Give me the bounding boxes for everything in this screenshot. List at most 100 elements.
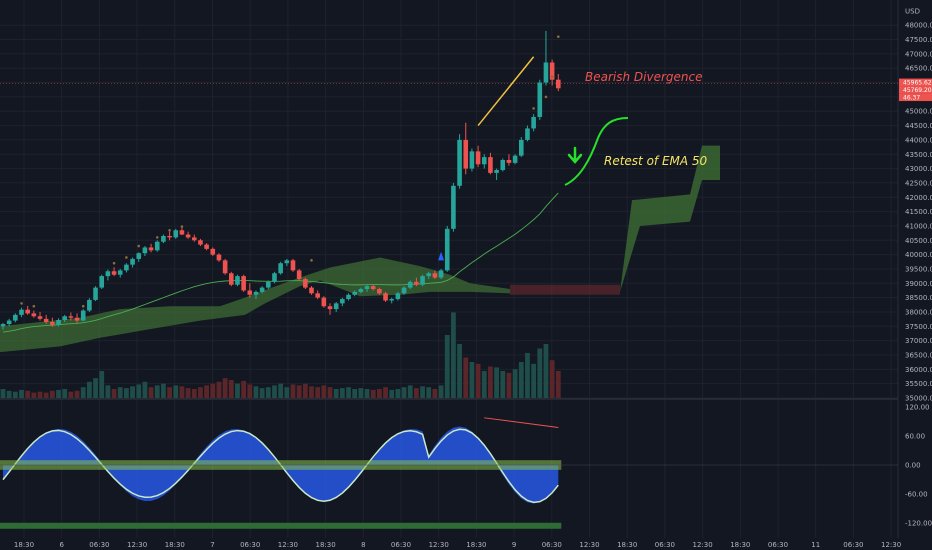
- volume-bar: [309, 386, 314, 398]
- volume-bar: [272, 385, 277, 398]
- volume-bar: [506, 372, 512, 398]
- volume-bar: [315, 387, 321, 398]
- candle-body: [444, 228, 450, 271]
- volume-bar: [333, 389, 339, 398]
- x-tick-label: 06:30: [542, 541, 562, 549]
- candle-body: [247, 290, 253, 295]
- candle-body: [383, 293, 388, 301]
- y-tick-label: 41500.00: [905, 208, 932, 216]
- candle-body: [488, 157, 493, 173]
- volume-bar: [401, 387, 407, 398]
- volume-bar: [25, 390, 31, 398]
- signal-dot: [544, 95, 548, 99]
- x-tick-label: 12:30: [429, 541, 449, 549]
- osc-y-tick-label: -120.00: [905, 519, 932, 527]
- candle-body: [50, 322, 55, 325]
- volume-bar: [432, 389, 438, 398]
- candle-body: [204, 244, 209, 249]
- candle-body: [333, 303, 339, 310]
- x-tick-label: 8: [361, 541, 365, 549]
- signal-dot: [32, 304, 36, 308]
- candle-body: [284, 260, 290, 264]
- volume-bar: [74, 390, 80, 398]
- y-tick-label: 38000.00: [905, 308, 932, 316]
- x-tick-label: 06:30: [391, 541, 411, 549]
- volume-bar: [142, 381, 148, 398]
- candle-body: [556, 79, 561, 89]
- candle-body: [414, 281, 419, 285]
- x-tick-label: 9: [512, 541, 516, 549]
- currency-label: USD: [905, 8, 920, 16]
- candle-body: [222, 260, 228, 274]
- volume-bar: [475, 363, 481, 398]
- volume-bar: [525, 353, 530, 398]
- volume-bar: [284, 387, 290, 398]
- candle-body: [253, 291, 259, 295]
- candle-body: [241, 276, 246, 291]
- volume-bar: [426, 387, 432, 398]
- volume-bar: [99, 371, 105, 398]
- volume-bar: [407, 385, 413, 398]
- volume-bar: [339, 388, 345, 398]
- osc-y-tick-label: 60.00: [905, 433, 925, 441]
- candle-body: [167, 235, 172, 238]
- candle-body: [185, 234, 191, 238]
- candle-body: [31, 313, 37, 317]
- volume-bar: [216, 381, 222, 398]
- candle-body: [154, 241, 160, 251]
- signal-dot: [310, 259, 313, 262]
- y-tick-label: 37000.00: [905, 337, 932, 345]
- volume-bar: [488, 366, 493, 398]
- candle-body: [142, 247, 148, 254]
- volume-bar: [241, 380, 247, 398]
- candle-body: [62, 316, 67, 320]
- volume-bar: [62, 389, 68, 398]
- volume-bar: [191, 389, 197, 398]
- volume-bar: [68, 391, 74, 398]
- signal-dot: [155, 236, 159, 239]
- oscillator-bottom-strip: [0, 522, 562, 529]
- x-tick-label: 18:30: [466, 541, 486, 549]
- oscillator-divergence-line: [484, 417, 559, 428]
- volume-bar: [413, 388, 419, 398]
- y-tick-label: 42000.00: [905, 194, 932, 202]
- y-tick-label: 40500.00: [905, 237, 932, 245]
- candle-body: [401, 287, 407, 294]
- x-tick-label: 06:30: [843, 541, 863, 549]
- volume-bar: [395, 389, 401, 398]
- candle-body: [216, 254, 222, 261]
- x-tick-label: 12:30: [579, 541, 599, 549]
- volume-bar: [352, 389, 358, 398]
- candle-body: [235, 276, 240, 285]
- volume-bar: [555, 371, 561, 398]
- volume-bar: [198, 387, 203, 398]
- volume-bar: [549, 360, 555, 398]
- candle-body: [346, 294, 351, 300]
- candle-body: [111, 271, 117, 275]
- volume-bar: [383, 387, 388, 398]
- volume-bar: [111, 389, 117, 398]
- candle-body: [327, 306, 333, 310]
- y-tick-label: 47000.00: [905, 50, 932, 58]
- price-tag-label: 46.37: [903, 95, 920, 102]
- volume-bar: [253, 386, 259, 398]
- volume-bar: [438, 385, 444, 398]
- candle-body: [475, 151, 481, 165]
- volume-bar: [228, 380, 234, 398]
- volume-bar: [481, 371, 487, 398]
- candle-body: [99, 276, 105, 288]
- volume-bar: [278, 383, 284, 398]
- signal-triangle: [438, 251, 445, 261]
- volume-bar: [185, 388, 191, 398]
- candle-body: [549, 62, 555, 80]
- volume-bar: [358, 388, 364, 398]
- y-tick-label: 35000.00: [905, 395, 932, 403]
- future-cloud-bearish: [510, 284, 620, 295]
- candle-body: [352, 291, 357, 295]
- candle-body: [210, 248, 216, 255]
- signal-dot: [180, 225, 184, 228]
- candle-body: [389, 299, 395, 301]
- candle-body: [0, 324, 6, 327]
- candle-body: [87, 299, 92, 311]
- volume-bar: [86, 381, 92, 398]
